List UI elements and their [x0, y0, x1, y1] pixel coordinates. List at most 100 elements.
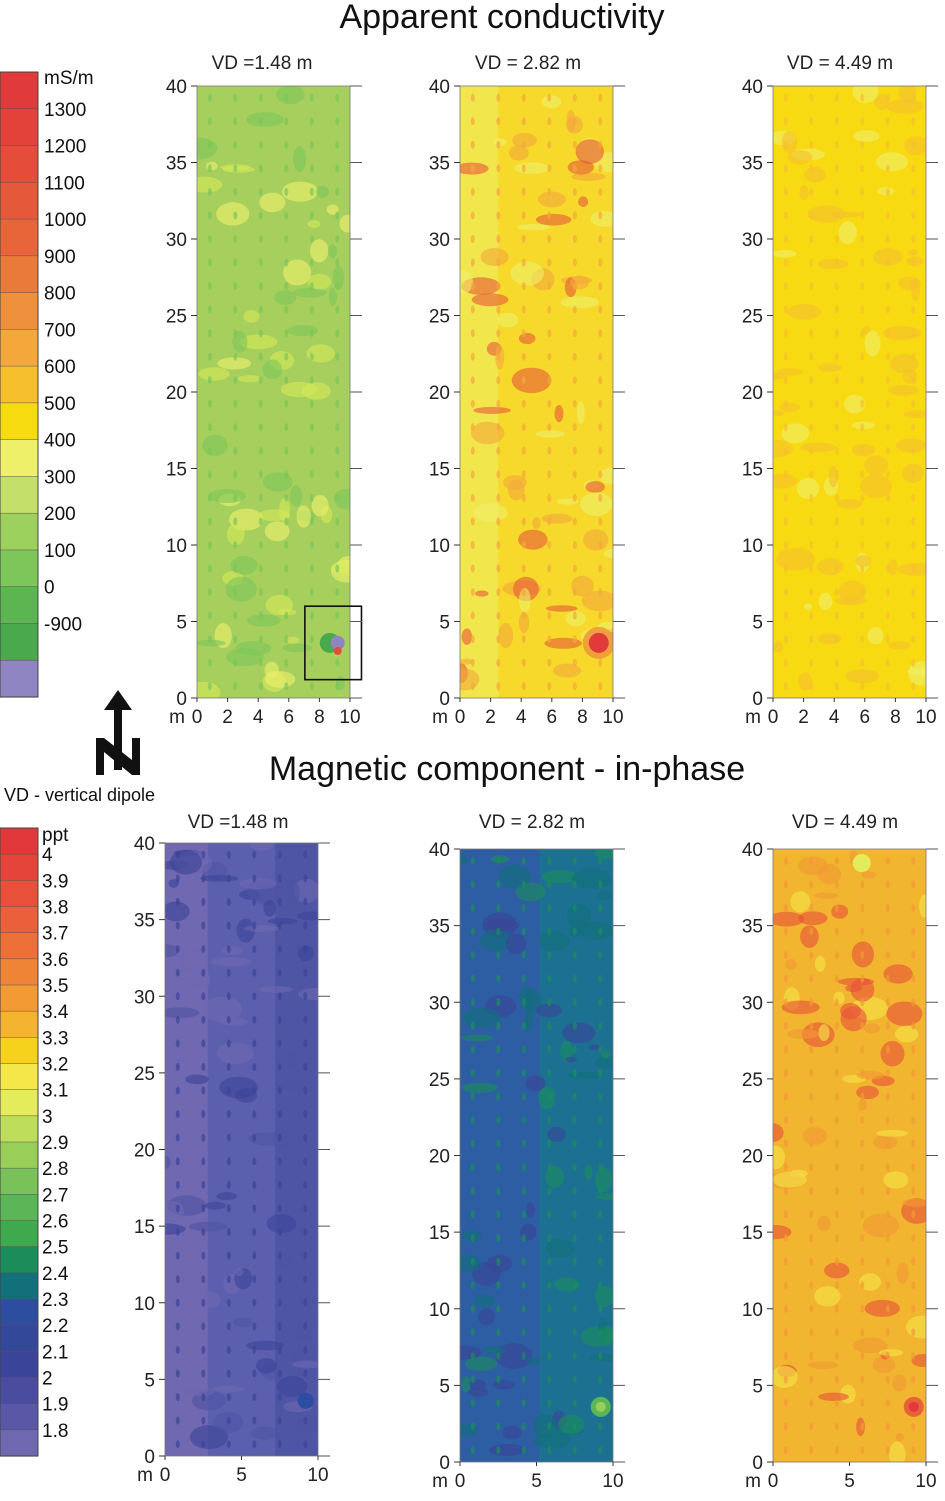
heatmap-dot — [860, 258, 865, 267]
heatmap-dot — [783, 682, 788, 691]
heatmap-blob — [523, 1010, 534, 1032]
colorbar-label: 1300 — [44, 100, 86, 121]
heatmap-dot — [201, 921, 206, 930]
heatmap-dot — [834, 658, 839, 667]
anomaly-mark — [852, 854, 871, 872]
heatmap-dot — [496, 376, 501, 385]
heatmap-dot — [572, 1092, 577, 1101]
heatmap-dot — [470, 493, 475, 502]
heatmap-dot — [207, 423, 212, 432]
heatmap-blob — [840, 1002, 861, 1020]
heatmap-dot — [277, 874, 282, 883]
heatmap-dot — [521, 588, 526, 597]
heatmap-dot — [834, 856, 839, 865]
heatmap-dot — [226, 1369, 231, 1378]
heatmap-dot — [175, 1204, 180, 1213]
heatmap-dot — [885, 635, 890, 644]
heatmap-dot — [470, 117, 475, 126]
colorbar-swatch — [0, 292, 38, 330]
heatmap-dot — [521, 305, 526, 314]
heatmap-dot — [598, 564, 603, 573]
heatmap-blob — [876, 187, 895, 196]
heatmap-dot — [860, 588, 865, 597]
heatmap-dot — [860, 329, 865, 338]
heatmap-dot — [598, 1139, 603, 1148]
anomaly-mark — [330, 635, 345, 650]
heatmap-dot — [572, 517, 577, 526]
heatmap-dot — [207, 352, 212, 361]
heatmap-dot — [303, 992, 308, 1001]
heatmap-dot — [598, 1116, 603, 1125]
heatmap-dot — [207, 541, 212, 549]
heatmap-dot — [547, 93, 552, 102]
x-tick-label: 10 — [602, 1471, 623, 1492]
heatmap-blob — [233, 1317, 254, 1328]
heatmap-dot — [252, 1322, 257, 1331]
heatmap-dot — [572, 93, 577, 102]
heatmap-dot — [470, 1328, 475, 1337]
heatmap-dot — [207, 235, 212, 243]
heatmap-dot — [303, 897, 308, 906]
heatmap-blob — [804, 167, 826, 183]
heatmap-dot — [470, 1281, 475, 1290]
heatmap-dot — [783, 1446, 788, 1455]
heatmap-dot — [860, 1021, 865, 1030]
anomaly-mark — [333, 646, 342, 655]
heatmap-blob — [601, 1325, 613, 1346]
heatmap-dot — [470, 1021, 475, 1030]
heatmap-dot — [233, 352, 238, 361]
heatmap-dot — [911, 588, 916, 597]
x-tick-label: 6 — [547, 707, 558, 728]
colorbar-swatch — [0, 476, 38, 514]
heatmap-dot — [834, 1092, 839, 1101]
heatmap-dot — [496, 927, 501, 936]
heatmap-dot — [470, 1163, 475, 1172]
heatmap-dot — [226, 1110, 231, 1119]
heatmap-dot — [911, 164, 916, 173]
heatmap-blob — [165, 944, 179, 958]
heatmap-dot — [233, 541, 238, 549]
heatmap-dot — [233, 493, 238, 502]
heatmap-blob — [470, 421, 505, 445]
heatmap-dot — [496, 352, 501, 361]
heatmap-blob — [814, 892, 838, 899]
colorbar-label: 3 — [42, 1107, 53, 1128]
heatmap-dot — [521, 258, 526, 267]
heatmap-blob — [518, 332, 536, 345]
heatmap-dot — [572, 974, 577, 983]
heatmap-dot — [258, 352, 263, 361]
heatmap-dot — [809, 117, 814, 126]
heatmap-dot — [783, 1163, 788, 1172]
heatmap-blob — [532, 517, 541, 530]
heatmap-dot — [470, 1186, 475, 1195]
heatmap-dot — [834, 1399, 839, 1408]
heatmap-dot — [911, 635, 916, 644]
heatmap-blob — [536, 1003, 562, 1018]
colorbar-swatch — [0, 1272, 38, 1300]
x-tick-label: 8 — [890, 707, 901, 728]
heatmap-dot — [284, 93, 289, 102]
heatmap-blob — [844, 394, 865, 414]
heatmap-dot — [175, 945, 180, 954]
heatmap-dot — [809, 423, 814, 432]
heatmap-dot — [783, 541, 788, 549]
heatmap-dot — [885, 117, 890, 126]
heatmap-blob — [518, 611, 530, 634]
colorbar-label: 200 — [44, 504, 76, 525]
heatmap-dot — [547, 1257, 552, 1266]
heatmap-dot — [860, 211, 865, 220]
heatmap-dot — [284, 635, 289, 644]
heatmap-dot — [201, 968, 206, 977]
heatmap-blob — [867, 627, 884, 645]
heatmap-blob — [460, 668, 480, 691]
heatmap-dot — [175, 1180, 180, 1189]
heatmap-dot — [201, 1393, 206, 1402]
heatmap-blob — [326, 204, 339, 215]
heatmap-dot — [521, 903, 526, 912]
heatmap-dot — [809, 927, 814, 936]
x-tick-label: 5 — [844, 1471, 855, 1492]
heatmap-dot — [598, 305, 603, 314]
heatmap-dot — [834, 1163, 839, 1172]
heatmap-dot — [303, 850, 308, 859]
